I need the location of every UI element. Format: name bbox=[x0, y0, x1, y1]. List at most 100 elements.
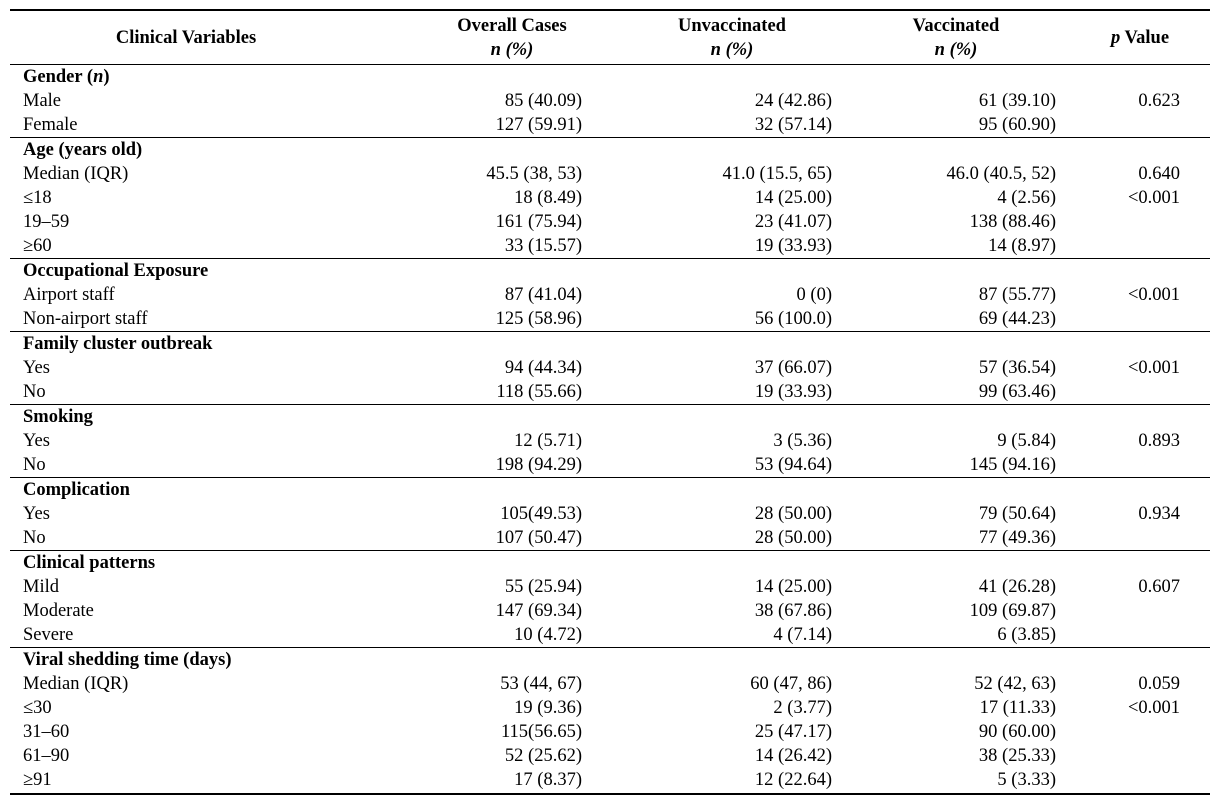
cell-p-value: <0.001 bbox=[1127, 285, 1180, 305]
section-title: Age (years old) bbox=[23, 140, 143, 160]
cell-overall: 18 (8.49) bbox=[514, 188, 582, 208]
cell-overall: 33 (15.57) bbox=[504, 236, 582, 256]
header-unvaccinated-unit: n (%) bbox=[710, 39, 754, 60]
row-label: Male bbox=[23, 91, 62, 111]
cell-unvaccinated: 38 (67.86) bbox=[754, 601, 832, 621]
section-heading-row: Clinical patterns bbox=[10, 551, 1210, 575]
section-divider bbox=[10, 258, 1210, 259]
row-label: 31–60 bbox=[23, 722, 70, 742]
cell-p-value bbox=[1070, 380, 1210, 404]
table-row: Male 85 (40.09) 24 (42.86) 61 (39.10) 0.623 bbox=[10, 89, 1210, 113]
cell-overall: 17 (8.37) bbox=[514, 770, 582, 790]
header-vaccinated-unit: n (%) bbox=[934, 39, 978, 60]
section-divider bbox=[10, 404, 1210, 405]
cell-unvaccinated: 25 (47.17) bbox=[754, 722, 832, 742]
table-row: Moderate 147 (69.34) 38 (67.86) 109 (69.87) bbox=[10, 599, 1210, 623]
cell-p-value: 0.934 bbox=[1138, 504, 1180, 524]
header-overall-cases: Overall Cases n (%) bbox=[402, 14, 622, 62]
cell-p-value: <0.001 bbox=[1127, 358, 1180, 378]
cell-overall: 161 (75.94) bbox=[495, 212, 582, 232]
cell-vaccinated: 57 (36.54) bbox=[978, 358, 1056, 378]
cell-p-value bbox=[1070, 307, 1210, 331]
table-row: Severe 10 (4.72) 4 (7.14) 6 (3.85) bbox=[10, 623, 1210, 647]
table-row: ≥91 17 (8.37) 12 (22.64) 5 (3.33) bbox=[10, 768, 1210, 792]
row-label: No bbox=[23, 455, 46, 475]
section-heading-row: Age (years old) bbox=[10, 138, 1210, 162]
row-label: 19–59 bbox=[23, 212, 70, 232]
table-body: Gender (n) Male 85 (40.09) 24 (42.86) 61 (39… bbox=[10, 65, 1210, 792]
cell-vaccinated: 138 (88.46) bbox=[969, 212, 1056, 232]
cell-unvaccinated: 53 (94.64) bbox=[754, 455, 832, 475]
header-p-value: p Value bbox=[1070, 26, 1210, 50]
cell-vaccinated: 52 (42, 63) bbox=[974, 674, 1056, 694]
cell-overall: 10 (4.72) bbox=[514, 625, 582, 645]
cell-vaccinated: 6 (3.85) bbox=[997, 625, 1056, 645]
cell-overall: 87 (41.04) bbox=[504, 285, 582, 305]
cell-p-value bbox=[1070, 234, 1210, 258]
row-label: Yes bbox=[23, 431, 50, 451]
row-label: ≤30 bbox=[23, 698, 52, 718]
cell-vaccinated: 41 (26.28) bbox=[978, 577, 1056, 597]
row-label: No bbox=[23, 382, 46, 402]
table-row: ≤18 18 (8.49) 14 (25.00) 4 (2.56) <0.001 bbox=[10, 186, 1210, 210]
row-label: Yes bbox=[23, 358, 50, 378]
section-divider bbox=[10, 137, 1210, 138]
cell-overall: 12 (5.71) bbox=[514, 431, 582, 451]
table-row: No 198 (94.29) 53 (94.64) 145 (94.16) bbox=[10, 453, 1210, 477]
section-title: Complication bbox=[23, 480, 130, 500]
cell-p-value bbox=[1070, 768, 1210, 792]
cell-overall: 118 (55.66) bbox=[496, 382, 582, 402]
cell-overall: 19 (9.36) bbox=[514, 698, 582, 718]
cell-vaccinated: 99 (63.46) bbox=[978, 382, 1056, 402]
cell-vaccinated: 9 (5.84) bbox=[997, 431, 1056, 451]
cell-vaccinated: 109 (69.87) bbox=[969, 601, 1056, 621]
cell-p-value bbox=[1070, 599, 1210, 623]
table-row: No 118 (55.66) 19 (33.93) 99 (63.46) bbox=[10, 380, 1210, 404]
row-label: Moderate bbox=[23, 601, 94, 621]
table-top-rule bbox=[10, 9, 1210, 11]
header-vaccinated-title: Vaccinated bbox=[912, 15, 1000, 36]
cell-unvaccinated: 2 (3.77) bbox=[773, 698, 832, 718]
header-unvaccinated-title: Unvaccinated bbox=[678, 15, 786, 36]
section-divider bbox=[10, 477, 1210, 478]
cell-vaccinated: 87 (55.77) bbox=[978, 285, 1056, 305]
table-row: Airport staff 87 (41.04) 0 (0) 87 (55.77) <0… bbox=[10, 283, 1210, 307]
section-title: Gender (n) bbox=[23, 67, 110, 87]
table-row: 19–59 161 (75.94) 23 (41.07) 138 (88.46) bbox=[10, 210, 1210, 234]
table-header: Clinical Variables Overall Cases n (%) U… bbox=[10, 11, 1210, 64]
table-row: Non-airport staff 125 (58.96) 56 (100.0) 69… bbox=[10, 307, 1210, 331]
table-row: 31–60 115(56.65) 25 (47.17) 90 (60.00) bbox=[10, 720, 1210, 744]
cell-p-value bbox=[1070, 720, 1210, 744]
row-label: Median (IQR) bbox=[23, 164, 129, 184]
cell-unvaccinated: 60 (47, 86) bbox=[750, 674, 832, 694]
cell-p-value bbox=[1070, 113, 1210, 137]
cell-overall: 127 (59.91) bbox=[495, 115, 582, 135]
cell-unvaccinated: 28 (50.00) bbox=[754, 528, 832, 548]
cell-vaccinated: 79 (50.64) bbox=[978, 504, 1056, 524]
row-label: ≥91 bbox=[23, 770, 52, 790]
cell-p-value bbox=[1070, 210, 1210, 234]
table-row: Mild 55 (25.94) 14 (25.00) 41 (26.28) 0.607 bbox=[10, 575, 1210, 599]
table-row: Yes 12 (5.71) 3 (5.36) 9 (5.84) 0.893 bbox=[10, 429, 1210, 453]
section-heading-row: Family cluster outbreak bbox=[10, 332, 1210, 356]
cell-vaccinated: 38 (25.33) bbox=[978, 746, 1056, 766]
row-label: Yes bbox=[23, 504, 50, 524]
cell-unvaccinated: 0 (0) bbox=[796, 285, 832, 305]
cell-vaccinated: 69 (44.23) bbox=[978, 309, 1056, 329]
header-overall-unit: n (%) bbox=[490, 39, 534, 60]
cell-overall: 105(49.53) bbox=[500, 504, 582, 524]
cell-overall: 107 (50.47) bbox=[495, 528, 582, 548]
header-clinical-variables: Clinical Variables bbox=[115, 27, 257, 48]
cell-overall: 94 (44.34) bbox=[504, 358, 582, 378]
header-p-letter: p bbox=[1110, 27, 1121, 48]
cell-vaccinated: 17 (11.33) bbox=[979, 698, 1056, 718]
cell-p-value: 0.623 bbox=[1138, 91, 1180, 111]
cell-unvaccinated: 12 (22.64) bbox=[754, 770, 832, 790]
cell-unvaccinated: 32 (57.14) bbox=[754, 115, 832, 135]
header-p-rest: Value bbox=[1120, 27, 1170, 48]
section-heading-row: Gender (n) bbox=[10, 65, 1210, 89]
cell-unvaccinated: 41.0 (15.5, 65) bbox=[722, 164, 832, 184]
cell-unvaccinated: 14 (25.00) bbox=[754, 188, 832, 208]
cell-unvaccinated: 4 (7.14) bbox=[773, 625, 832, 645]
row-label: Airport staff bbox=[23, 285, 115, 305]
